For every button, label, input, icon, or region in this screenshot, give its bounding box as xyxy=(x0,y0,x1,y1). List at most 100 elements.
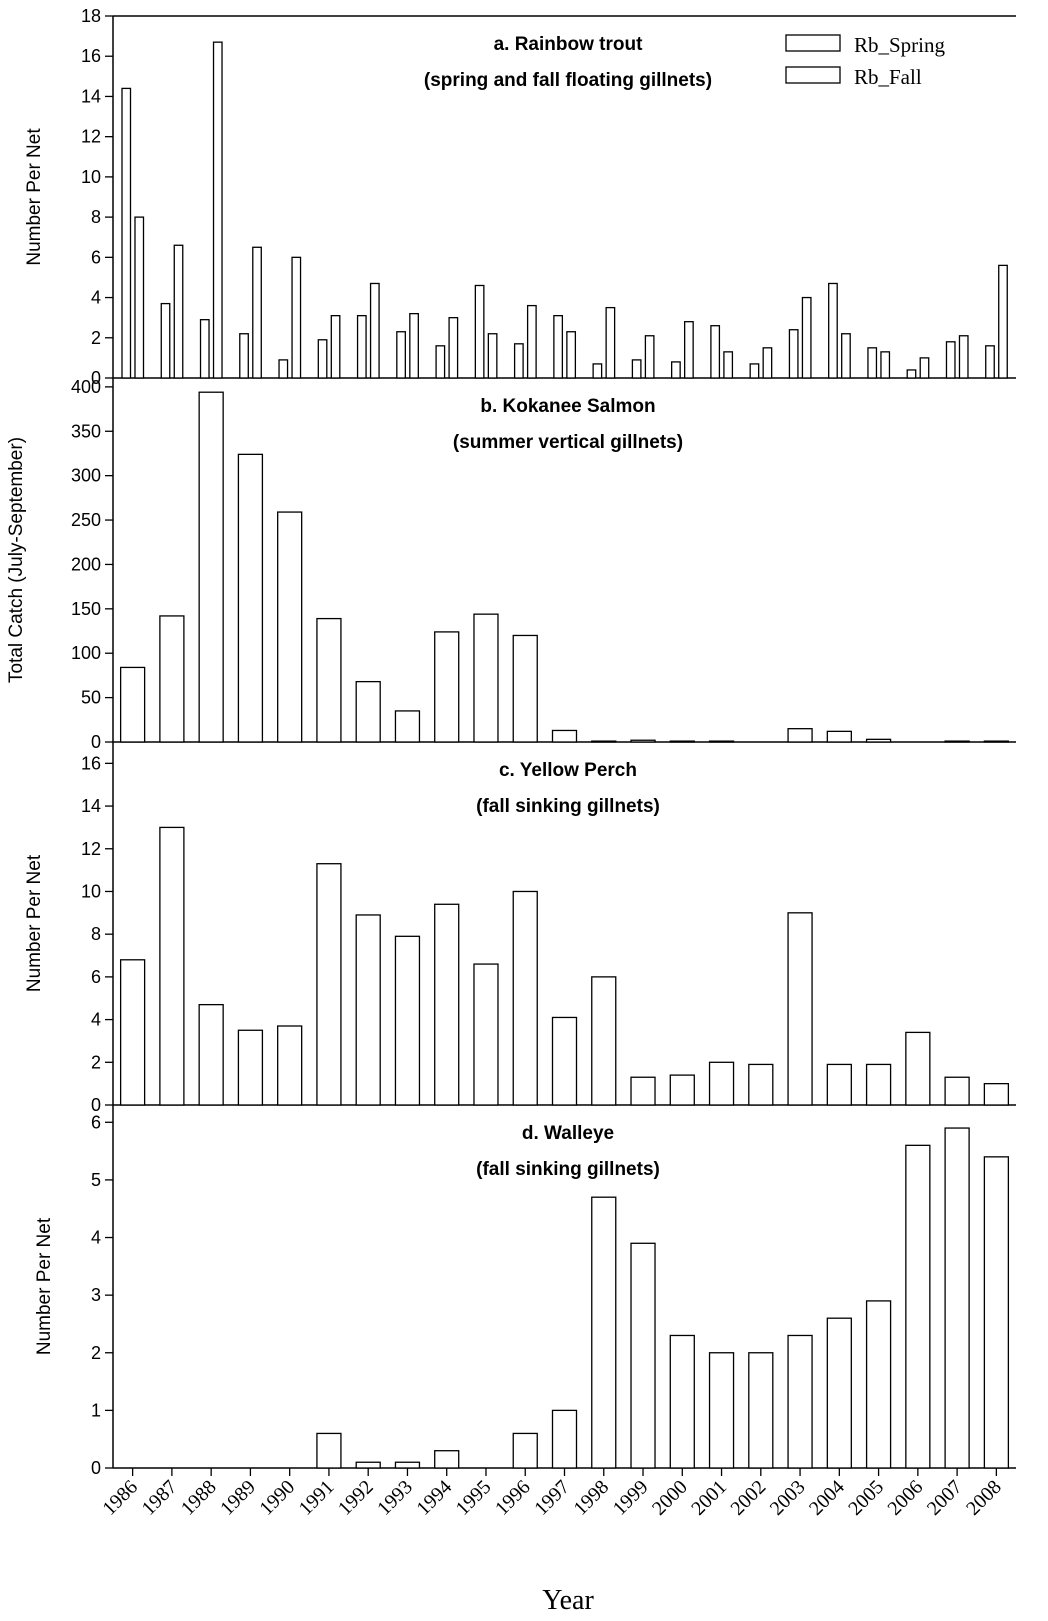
bar-2008 xyxy=(983,740,1010,743)
bar-rb-spring-2002 xyxy=(749,363,760,379)
bar-rb-spring-1989 xyxy=(239,333,249,379)
bar-2006 xyxy=(905,1144,931,1469)
y-tick-label: 2 xyxy=(91,1343,101,1363)
bar-1999 xyxy=(630,1242,656,1469)
bar-rb-fall-2005 xyxy=(880,351,891,379)
legend-swatch xyxy=(785,34,841,52)
x-axis: 1986198719881989199019911992199319941995… xyxy=(98,1468,1006,1520)
bar-1991 xyxy=(316,1432,342,1469)
bar-2004 xyxy=(826,1317,852,1469)
x-tick-label: 1986 xyxy=(98,1476,142,1520)
bar-1990 xyxy=(277,511,303,743)
bar-1986 xyxy=(119,666,146,743)
bar-2007 xyxy=(944,1076,970,1106)
bar-rb-spring-1988 xyxy=(199,319,210,379)
bar-rb-spring-2001 xyxy=(710,325,721,379)
bar-rb-fall-2008 xyxy=(998,264,1008,379)
bar-rb-spring-2000 xyxy=(671,361,681,379)
y-tick-label: 10 xyxy=(81,881,101,901)
y-tick-label: 8 xyxy=(91,207,101,227)
y-tick-label: 1 xyxy=(91,1400,101,1420)
bar-2000 xyxy=(669,1074,695,1106)
bar-rb-spring-2004 xyxy=(828,282,838,379)
panel-2: 0 50 100 150 200 250 300 350 400 Total Catch (Jul… xyxy=(6,377,1016,752)
bar-2003 xyxy=(787,728,813,743)
bar-1988 xyxy=(198,391,224,743)
bar-2002 xyxy=(748,1063,774,1106)
bar-rb-fall-2001 xyxy=(723,351,734,379)
y-tick-label: 2 xyxy=(91,1052,101,1072)
panel-subtitle: (summer vertical gillnets) xyxy=(453,432,683,453)
y-tick-label: 12 xyxy=(81,839,101,859)
y-tick-label: 8 xyxy=(91,924,101,944)
y-tick-label: 400 xyxy=(71,377,101,397)
bar-1993 xyxy=(394,710,421,743)
bar-rb-fall-1998 xyxy=(605,306,616,379)
x-tick-label: 1997 xyxy=(530,1476,574,1520)
bar-rb-fall-1994 xyxy=(448,317,459,379)
panel-title: a. Rainbow trout xyxy=(494,34,644,55)
bar-rb-fall-1992 xyxy=(369,282,380,379)
bar-rb-spring-1992 xyxy=(356,315,367,379)
y-tick-label: 0 xyxy=(91,368,101,388)
bar-2003 xyxy=(787,1334,813,1469)
y-axis-label: Number Per Net xyxy=(24,128,45,266)
bar-rb-spring-1998 xyxy=(592,363,603,379)
panel-title: d. Walleye xyxy=(522,1123,614,1144)
y-tick-label: 6 xyxy=(91,1112,101,1132)
y-tick-label: 6 xyxy=(91,967,101,987)
bar-rb-fall-1991 xyxy=(330,315,341,379)
y-tick-label: 6 xyxy=(91,247,101,267)
bar-1994 xyxy=(434,903,460,1106)
x-tick-label: 1995 xyxy=(452,1476,496,1520)
bar-2000 xyxy=(669,1334,695,1469)
panel-subtitle: (spring and fall floating gillnets) xyxy=(424,70,712,91)
bar-1987 xyxy=(159,826,185,1106)
y-tick-label: 250 xyxy=(71,510,101,530)
y-tick-label: 0 xyxy=(91,1458,101,1478)
x-tick-label: 1998 xyxy=(569,1476,613,1520)
x-tick-label: 2003 xyxy=(766,1476,810,1520)
bar-1994 xyxy=(434,1450,460,1469)
x-tick-label: 1988 xyxy=(177,1476,221,1520)
y-tick-label: 300 xyxy=(71,466,101,486)
panel-title: b. Kokanee Salmon xyxy=(480,396,655,417)
bar-rb-fall-2000 xyxy=(684,321,694,379)
bar-rb-spring-1986 xyxy=(121,87,132,379)
y-tick-label: 4 xyxy=(91,1228,101,1248)
bar-rb-fall-2002 xyxy=(762,347,773,379)
bar-1996 xyxy=(512,890,538,1106)
bar-1997 xyxy=(551,729,578,743)
y-axis-label: Total Catch (July-September) xyxy=(6,437,27,683)
bar-1998 xyxy=(591,976,617,1106)
legend-swatch xyxy=(785,66,841,84)
bar-1992 xyxy=(355,914,381,1106)
bar-2001 xyxy=(708,1061,735,1106)
y-tick-label: 14 xyxy=(81,796,101,816)
bar-2005 xyxy=(865,738,892,743)
x-tick-label: 2001 xyxy=(687,1476,731,1520)
x-tick-label: 2004 xyxy=(805,1476,849,1520)
y-tick-label: 16 xyxy=(81,46,101,66)
panel-3: 0 2 4 6 8 10 12 14 16 Number Per Net c. Yellow Per… xyxy=(24,742,1016,1115)
bar-1992 xyxy=(355,1461,381,1469)
legend: Rb_Spring Rb_Fall xyxy=(785,33,946,89)
bar-2006 xyxy=(905,1031,931,1106)
y-tick-label: 16 xyxy=(81,753,101,773)
y-tick-label: 2 xyxy=(91,328,101,348)
bar-2008 xyxy=(983,1156,1010,1469)
bar-1995 xyxy=(473,613,499,743)
y-tick-label: 4 xyxy=(91,288,101,308)
bar-rb-fall-1990 xyxy=(291,256,302,379)
bar-2005 xyxy=(865,1063,892,1106)
bar-1998 xyxy=(591,740,617,743)
bar-rb-fall-1996 xyxy=(526,304,537,379)
bar-rb-spring-1996 xyxy=(513,343,524,379)
bar-rb-spring-1994 xyxy=(435,345,446,379)
bar-rb-spring-1995 xyxy=(474,284,485,379)
bar-1987 xyxy=(159,615,185,743)
bar-1991 xyxy=(316,617,342,743)
y-tick-label: 350 xyxy=(71,421,101,441)
bar-rb-spring-2008 xyxy=(985,345,995,379)
y-tick-label: 5 xyxy=(91,1170,101,1190)
